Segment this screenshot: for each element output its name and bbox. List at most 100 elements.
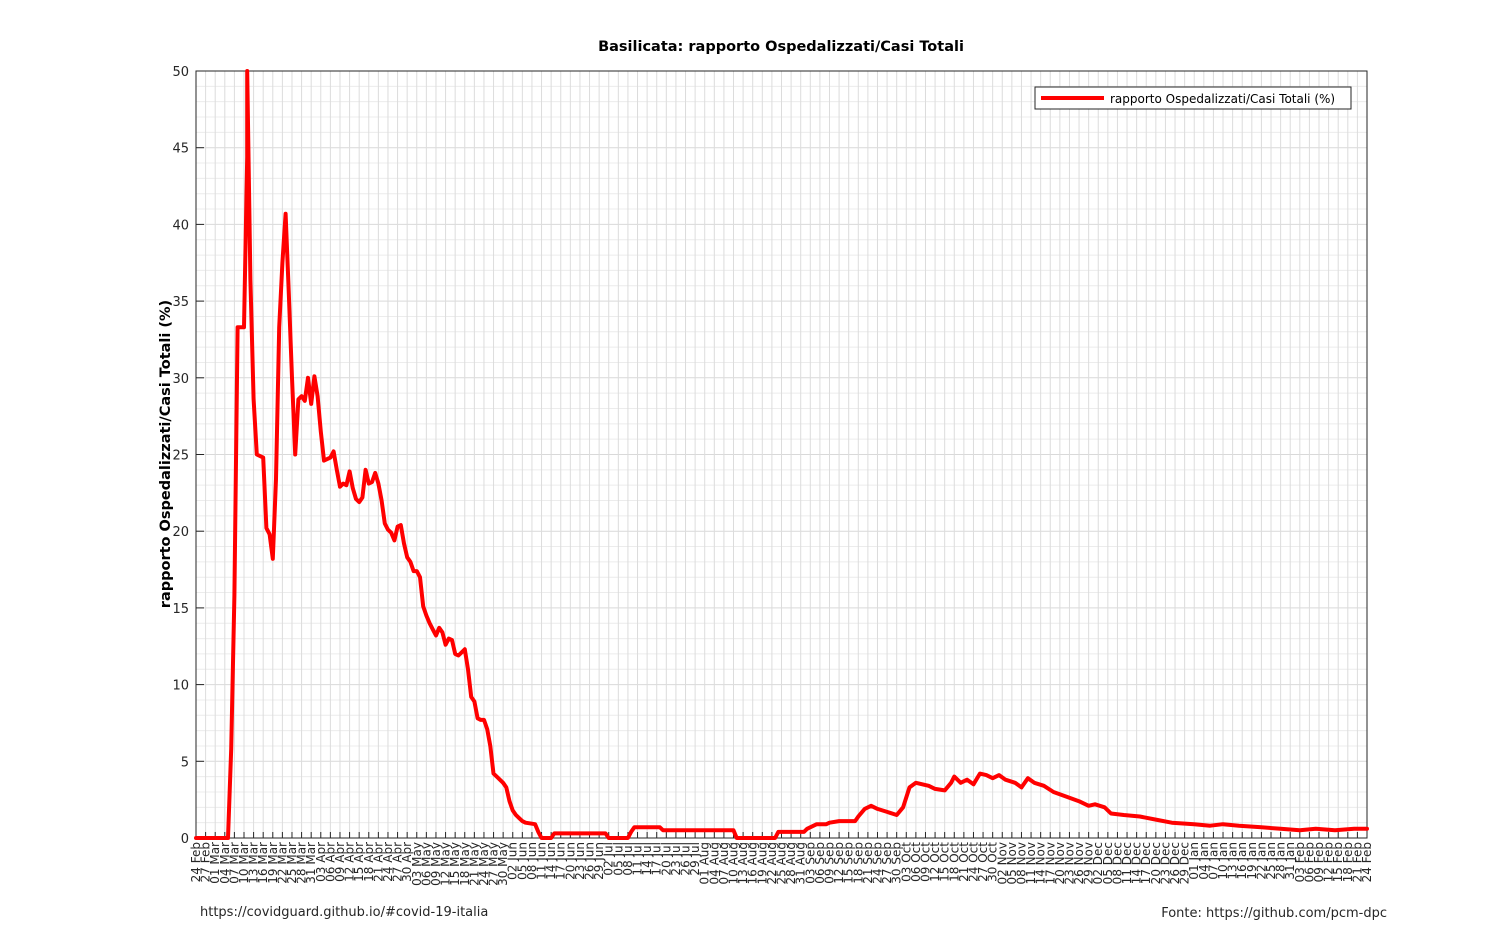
x-tick-label: 20 Dec — [1149, 842, 1163, 884]
x-tick-label: 23 Jun — [573, 842, 587, 880]
x-tick-label: 26 Jul — [679, 842, 693, 876]
x-tick-label: 26 Jun — [583, 842, 597, 880]
x-tick-label: 18 May — [458, 842, 472, 886]
x-tick-label: 12 Sep — [832, 842, 846, 884]
x-tick-label: 28 Jan — [1274, 842, 1288, 880]
x-tick-label: 24 Feb — [1360, 842, 1374, 882]
x-tick-label: 16 Aug — [746, 842, 760, 885]
x-tick-label: 05 Jun — [515, 842, 529, 880]
legend: rapporto Ospedalizzati/Casi Totali (%) — [1034, 86, 1352, 110]
footer-source: Fonte: https://github.com/pcm-dpc — [1161, 906, 1387, 921]
x-tick-label: 26 Nov — [1072, 842, 1086, 885]
x-tick-label: 12 Feb — [1322, 842, 1336, 882]
x-tick-label: 29 Jun — [592, 842, 606, 880]
x-tick-label: 01 Mar — [208, 842, 222, 884]
x-tick-label: 18 Apr — [362, 842, 376, 882]
x-tick-label: 09 May — [429, 842, 443, 886]
x-tick-label: 25 Mar — [285, 842, 299, 884]
x-tick-label: 02 Jun — [506, 842, 520, 880]
x-tick-label: 14 Jun — [544, 842, 558, 880]
series-line-0 — [194, 69, 1369, 840]
y-tick-label: 30 — [172, 372, 189, 387]
x-tick-label: 21 Feb — [1350, 842, 1364, 882]
x-tick-label: 15 Oct — [938, 842, 952, 882]
x-tick-label: 11 Jun — [535, 842, 549, 880]
x-tick-label: 04 Jan — [1197, 842, 1211, 880]
x-tick-label: 27 Feb — [199, 842, 213, 882]
y-tick-label: 40 — [172, 218, 189, 233]
x-tick-label: 27 May — [487, 842, 501, 886]
x-tick-label: 13 Aug — [736, 842, 750, 885]
x-tick-label: 12 Oct — [928, 842, 942, 882]
x-tick-label: 17 Jul — [650, 842, 664, 876]
x-tick-label: 06 Sep — [813, 842, 827, 884]
x-tick-label: 06 Oct — [909, 842, 923, 882]
x-tick-label: 31 Aug — [794, 842, 808, 885]
x-tick-label: 25 Jan — [1264, 842, 1278, 880]
x-tick-label: 30 Sep — [890, 842, 904, 884]
x-tick-label: 21 May — [467, 842, 481, 886]
x-tick-label: 08 Jul — [621, 842, 635, 876]
x-tick-label: 11 Nov — [1024, 842, 1038, 885]
x-tick-label: 05 Dec — [1101, 842, 1115, 884]
x-tick-label: 21 Apr — [371, 842, 385, 882]
major-grid — [195, 70, 1368, 839]
x-tick-label: 27 Sep — [880, 842, 894, 884]
x-tick-label: 15 Sep — [842, 842, 856, 884]
x-tick-label: 18 Oct — [947, 842, 961, 882]
x-tick-label: 07 Jan — [1206, 842, 1220, 880]
x-tick-label: 20 Jun — [563, 842, 577, 880]
y-tick-label: 5 — [181, 755, 189, 770]
x-tick-label: 24 Oct — [966, 842, 980, 882]
x-tick-label: 21 Oct — [957, 842, 971, 882]
x-tick-label: 10 Jan — [1216, 842, 1230, 880]
legend-label: rapporto Ospedalizzati/Casi Totali (%) — [1110, 92, 1335, 106]
x-tick-label: 22 Jan — [1254, 842, 1268, 880]
x-tick-label: 25 Aug — [775, 842, 789, 885]
x-tick-label: 04 Mar — [218, 842, 232, 884]
x-tick-label: 08 Jun — [525, 842, 539, 880]
x-tick-label: 09 Oct — [918, 842, 932, 882]
x-tick-label: 14 Nov — [1034, 842, 1048, 885]
x-tick-label: 24 Apr — [381, 842, 395, 882]
x-tick-label: 29 Dec — [1178, 842, 1192, 884]
x-tick-label: 24 Sep — [870, 842, 884, 884]
y-tick-label: 15 — [172, 602, 189, 617]
x-tick-label: 03 Oct — [899, 842, 913, 882]
x-tick-label: 24 Feb — [189, 842, 203, 882]
x-tick-label: 23 Jul — [669, 842, 683, 876]
x-tick-label: 22 Aug — [765, 842, 779, 885]
x-tick-label: 15 May — [448, 842, 462, 886]
x-tick-label: 11 Jul — [631, 842, 645, 876]
x-tick-label: 23 Dec — [1158, 842, 1172, 884]
x-tick-label: 07 Mar — [227, 842, 241, 884]
x-tick-label: 20 Nov — [1053, 842, 1067, 885]
x-tick-label: 01 Jan — [1187, 842, 1201, 880]
x-tick-label: 17 Nov — [1043, 842, 1057, 885]
x-tick-label: 04 Aug — [707, 842, 721, 885]
x-tick-label: 26 Dec — [1168, 842, 1182, 884]
x-tick-label: 21 Sep — [861, 842, 875, 884]
x-tick-label: 02 Jul — [602, 842, 616, 876]
x-tick-label: 27 Apr — [391, 842, 405, 882]
x-tick-label: 23 Nov — [1062, 842, 1076, 885]
legend-box — [1034, 86, 1352, 110]
x-tick-label: 27 Oct — [976, 842, 990, 882]
x-tick-label: 09 Apr — [333, 842, 347, 882]
y-tick-label: 50 — [172, 65, 189, 80]
x-tick-label: 11 Dec — [1120, 842, 1134, 884]
x-tick-label: 05 Jul — [611, 842, 625, 876]
x-tick-label: 03 Apr — [314, 842, 328, 882]
x-tick-label: 06 May — [419, 842, 433, 886]
x-tick-label: 02 Dec — [1091, 842, 1105, 884]
x-tick-label: 29 Jul — [688, 842, 702, 876]
footer-url: https://covidguard.github.io/#covid-19-i… — [200, 905, 489, 920]
x-tick-label: 12 May — [439, 842, 453, 886]
x-tick-label: 13 Jan — [1226, 842, 1240, 880]
y-tick-label: 45 — [172, 142, 189, 157]
x-tick-label: 10 Aug — [727, 842, 741, 885]
x-tick-label: 28 Aug — [784, 842, 798, 885]
y-tick-label: 20 — [172, 525, 189, 540]
x-tick-label: 20 Jul — [659, 842, 673, 876]
